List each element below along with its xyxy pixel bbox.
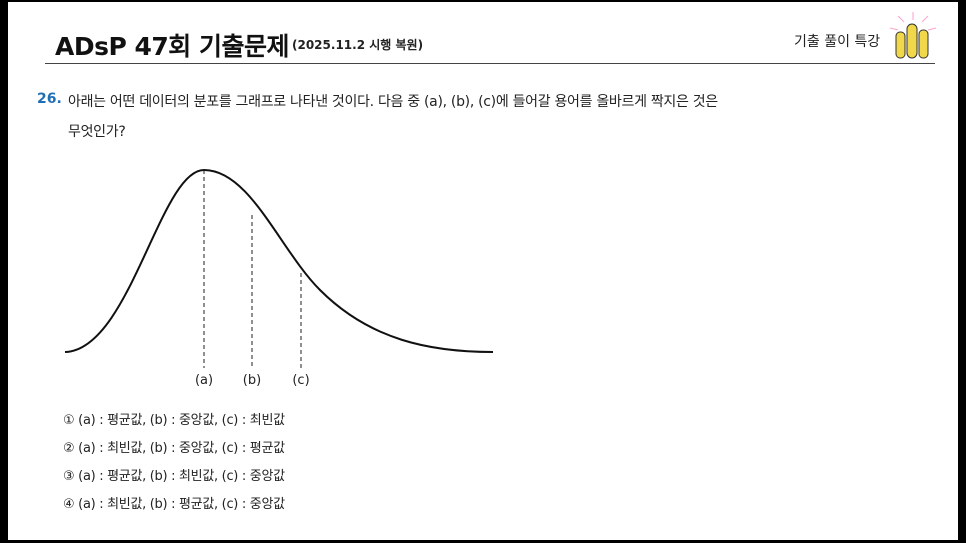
header-rule (45, 63, 935, 64)
option: ② (a) : 최빈값, (b) : 중앙값, (c) : 평균값 (63, 441, 285, 456)
logo-icon (889, 12, 937, 59)
brand: 기출 풀이 특강 (794, 34, 881, 50)
figure-label: (c) (292, 373, 309, 388)
distribution-figure: (a) (b) (c) (64, 168, 494, 388)
option: ③ (a) : 평균값, (b) : 최빈값, (c) : 중앙값 (63, 469, 285, 484)
page: ADsP 47회 기출문제 (2025.11.2 시행 복원) 기출 풀이 특강… (8, 2, 958, 540)
figure-label: (a) (195, 373, 213, 388)
question-text: 아래는 어떤 데이터의 분포를 그래프로 나타낸 것이다. 다음 중 (a), … (68, 94, 718, 110)
distribution-curve (64, 168, 494, 353)
question-number: 26. (37, 91, 62, 107)
option: ① (a) : 평균값, (b) : 중앙값, (c) : 최빈값 (63, 413, 285, 428)
option: ④ (a) : 최빈값, (b) : 평균값, (c) : 중앙값 (63, 497, 285, 512)
title: ADsP 47회 기출문제 (55, 32, 290, 61)
question-text: 무엇인가? (68, 124, 126, 140)
subtitle: (2025.11.2 시행 복원) (292, 38, 424, 52)
figure-label: (b) (243, 373, 261, 388)
